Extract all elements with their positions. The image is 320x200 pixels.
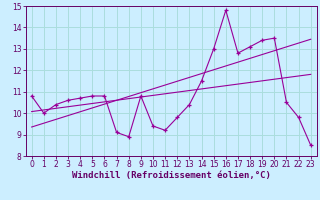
X-axis label: Windchill (Refroidissement éolien,°C): Windchill (Refroidissement éolien,°C) xyxy=(72,171,271,180)
